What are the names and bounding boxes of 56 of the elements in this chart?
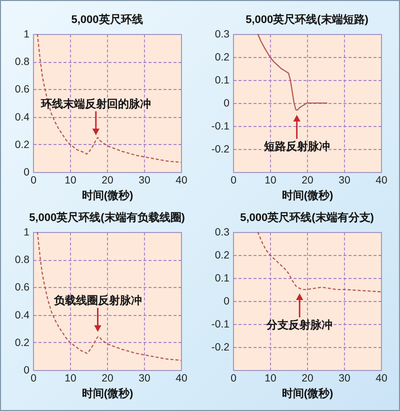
x-tick-label: 10 [264,174,276,186]
x-tick-label: 40 [176,174,188,186]
y-tick-label: 0.8 [14,254,30,266]
line-series [257,33,328,110]
annotation: 短路反射脉冲 [262,140,330,153]
y-tick-label: 0.2 [14,138,30,151]
y-tick-label: -0.2 [211,342,230,354]
x-axis-title: 时间(微秒) [82,387,134,400]
y-tick-label: -0.1 [211,120,230,132]
line-series [36,231,182,361]
y-tick-label: 0.4 [14,111,30,124]
y-tick-label: 0.2 [214,250,230,262]
annotation: 环线末端反射回的脉冲 [40,97,151,110]
x-tick-label: 10 [64,372,76,384]
y-tick-label: 0.3 [214,226,230,238]
x-tick-label: 20 [302,372,314,384]
x-axis-title: 时间(微秒) [282,189,334,202]
line-series [257,231,382,292]
x-tick-label: 10 [64,174,76,186]
x-axis-title: 时间(微秒) [82,189,134,202]
annotation: 负载线圈反射脉冲 [52,294,142,307]
line-series [36,33,182,163]
x-tick-label: 30 [338,174,350,186]
x-axis-title: 时间(微秒) [282,387,334,400]
x-tick-label: 30 [138,372,150,384]
y-tick-label: 0.6 [14,282,30,294]
y-tick-label: 0.4 [14,309,30,322]
x-tick-label: 20 [102,372,114,384]
y-tick-label: 0.1 [214,272,230,284]
chart-title: 5,000英尺环线(末端有负载线圈) [29,211,186,224]
y-tick-label: -0.1 [211,318,230,330]
y-tick-label: 1 [24,226,30,238]
x-tick-label: 20 [302,174,314,186]
x-tick-label: 30 [338,372,350,384]
chart-title: 5,000英尺环线(末端有分支) [240,211,374,224]
x-tick-label: 30 [138,174,150,186]
y-tick-label: 0.2 [214,52,230,64]
y-tick-label: 0.3 [214,28,230,40]
x-tick-label: 40 [176,372,188,384]
y-tick-label: 0 [224,98,230,110]
y-tick-label: 0.8 [14,56,30,68]
x-tick-label: 40 [376,372,388,384]
y-tick-label: 0.2 [14,336,30,349]
y-tick-label: 0 [24,364,30,376]
y-tick-label: 0.1 [214,74,230,86]
y-tick-label: 0 [224,296,230,308]
y-tick-label: -0.2 [211,144,230,156]
y-tick-label: 0 [24,166,30,178]
x-tick-label: 40 [376,174,388,186]
chart-title: 5,000英尺环线(末端短路) [246,13,369,26]
y-tick-label: 0.6 [14,84,30,96]
y-tick-label: 1 [24,28,30,40]
x-tick-label: 10 [264,372,276,384]
annotation: 分支反射脉冲 [266,318,333,332]
chart-title: 5,000英尺环线 [71,13,143,26]
x-tick-label: 20 [102,174,114,186]
